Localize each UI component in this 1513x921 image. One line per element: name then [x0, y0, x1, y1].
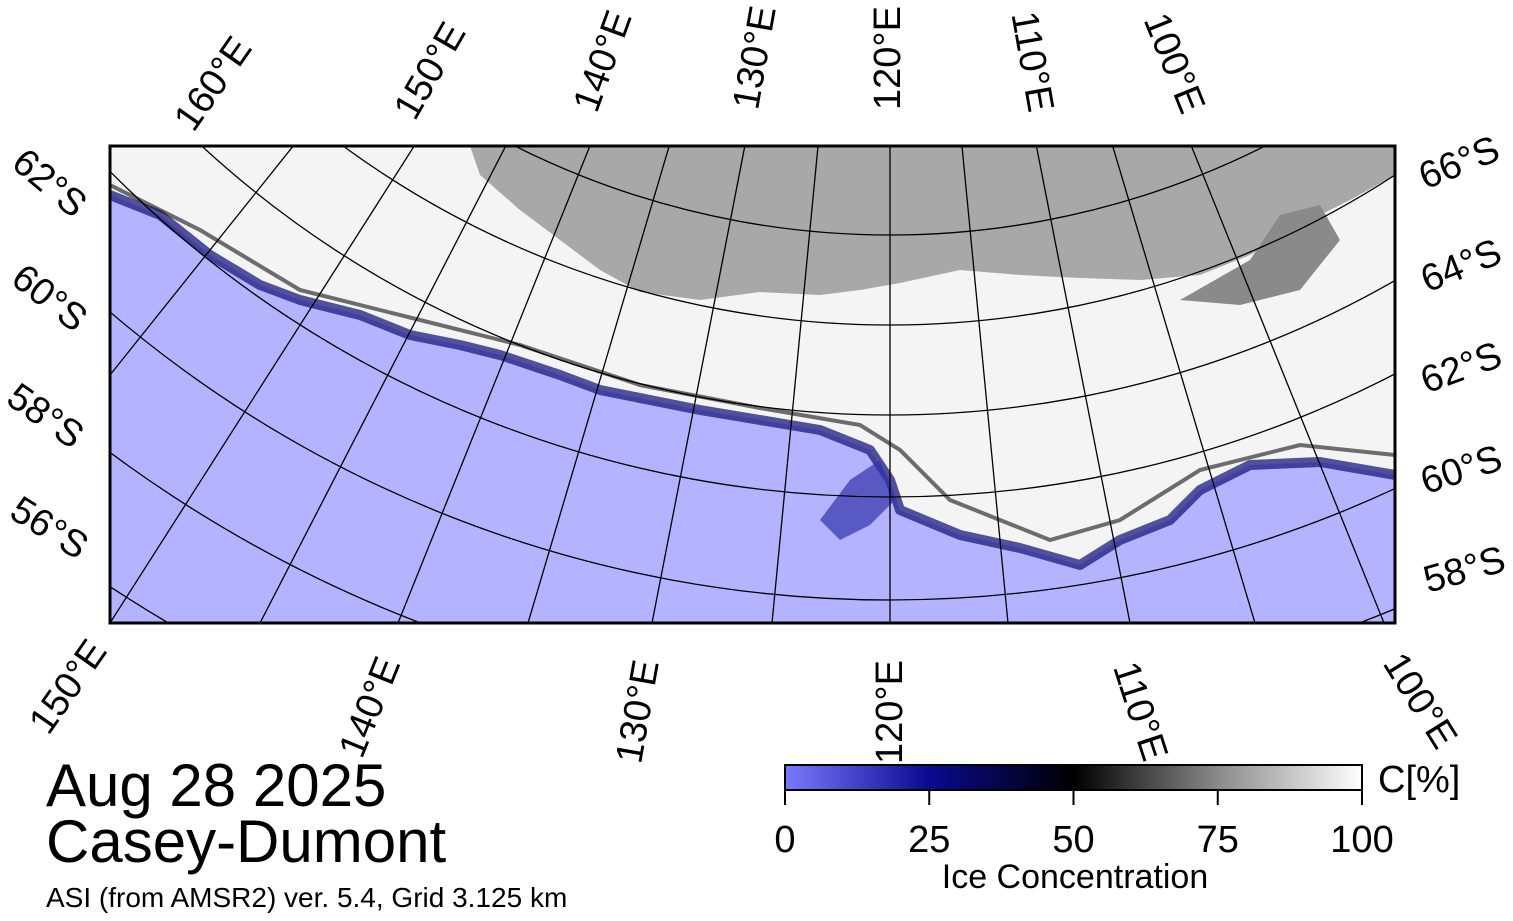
meridian [771, 146, 819, 623]
meridian [1190, 146, 1385, 623]
colorbar-tick-label: 25 [908, 819, 950, 861]
land [470, 146, 1395, 300]
blue-patch [820, 460, 895, 540]
parallel-label: 60°S [1416, 437, 1508, 503]
meridian [259, 146, 507, 623]
parallel-label: 58°S [0, 375, 91, 457]
meridian-label: 130°E [608, 657, 667, 767]
meridian-label: 120°E [867, 6, 909, 110]
meridian [527, 146, 670, 623]
meridian-label: 140°E [566, 5, 641, 117]
colorbar-tick-label: 100 [1330, 819, 1393, 861]
ice-edge-dark [110, 183, 1395, 543]
meridian [1111, 146, 1256, 623]
meridian-label: 150°E [21, 632, 115, 741]
colorbar-tick-label: 75 [1197, 819, 1239, 861]
date: Aug 28 2025 [46, 752, 386, 819]
meridian [110, 146, 415, 623]
meridian-label: 120°E [869, 660, 911, 764]
parallel-label: 62°S [4, 141, 94, 226]
colorbar-label: Ice Concentration [942, 858, 1209, 896]
meridian-label: 100°E [1374, 646, 1465, 756]
colorbar-ramp [784, 764, 1363, 791]
meridian-label: 110°E [1002, 8, 1061, 115]
source: ASI (from AMSR2) ver. 5.4, Grid 3.125 km [46, 882, 567, 913]
parallel-label: 56°S [3, 489, 95, 569]
meridian-label: 160°E [166, 29, 260, 138]
top-labels: 160°E 150°E 140°E 130°E 120°E 110°E 100°… [166, 3, 1212, 139]
parallel-label: 62°S [1415, 334, 1507, 402]
meridian [1035, 146, 1131, 623]
graticule [110, 146, 1395, 623]
meridian-label: 140°E [331, 651, 409, 763]
parallel-label: 64°S [1415, 231, 1508, 301]
right-labels: 66°S 64°S 62°S 60°S 58°S [1413, 128, 1510, 602]
meridian [397, 146, 591, 623]
meridian-label: 100°E [1135, 7, 1213, 119]
map-frame [108, 144, 1397, 625]
parallel-label: 60°S [4, 256, 95, 340]
bottom-labels: 150°E 140°E 130°E 120°E 110°E 100°E [21, 632, 1465, 766]
colorbar-tick-label: 50 [1052, 819, 1094, 861]
ice-edge [110, 190, 1395, 570]
meridian-label: 110°E [1104, 657, 1175, 766]
colorbar: C[%] Ice Concentration 0 25 50 75 100 [774, 759, 1460, 896]
parallel-label: 66°S [1413, 128, 1506, 198]
meridian-label: 130°E [725, 3, 784, 113]
parallel-label: 58°S [1419, 539, 1510, 602]
colorbar-unit: C[%] [1378, 759, 1460, 801]
colorbar-tick-label: 0 [774, 819, 795, 861]
meridian [961, 146, 1009, 623]
meridian [651, 146, 746, 623]
map-area [110, 146, 1395, 623]
region: Casey-Dumont [46, 808, 446, 875]
coastal-polynya [1180, 205, 1340, 305]
left-labels: 62°S 60°S 58°S 56°S [0, 141, 95, 568]
meridian-label: 150°E [386, 16, 474, 127]
